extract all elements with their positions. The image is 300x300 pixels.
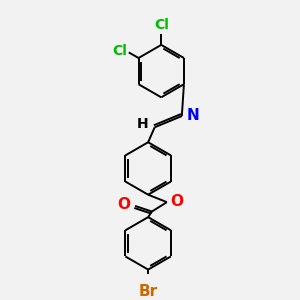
Text: Cl: Cl [155,18,170,32]
Text: N: N [187,108,199,123]
Text: O: O [171,194,184,209]
Text: Br: Br [139,284,158,298]
Text: H: H [136,116,148,130]
Text: O: O [117,196,130,211]
Text: Cl: Cl [112,44,127,58]
